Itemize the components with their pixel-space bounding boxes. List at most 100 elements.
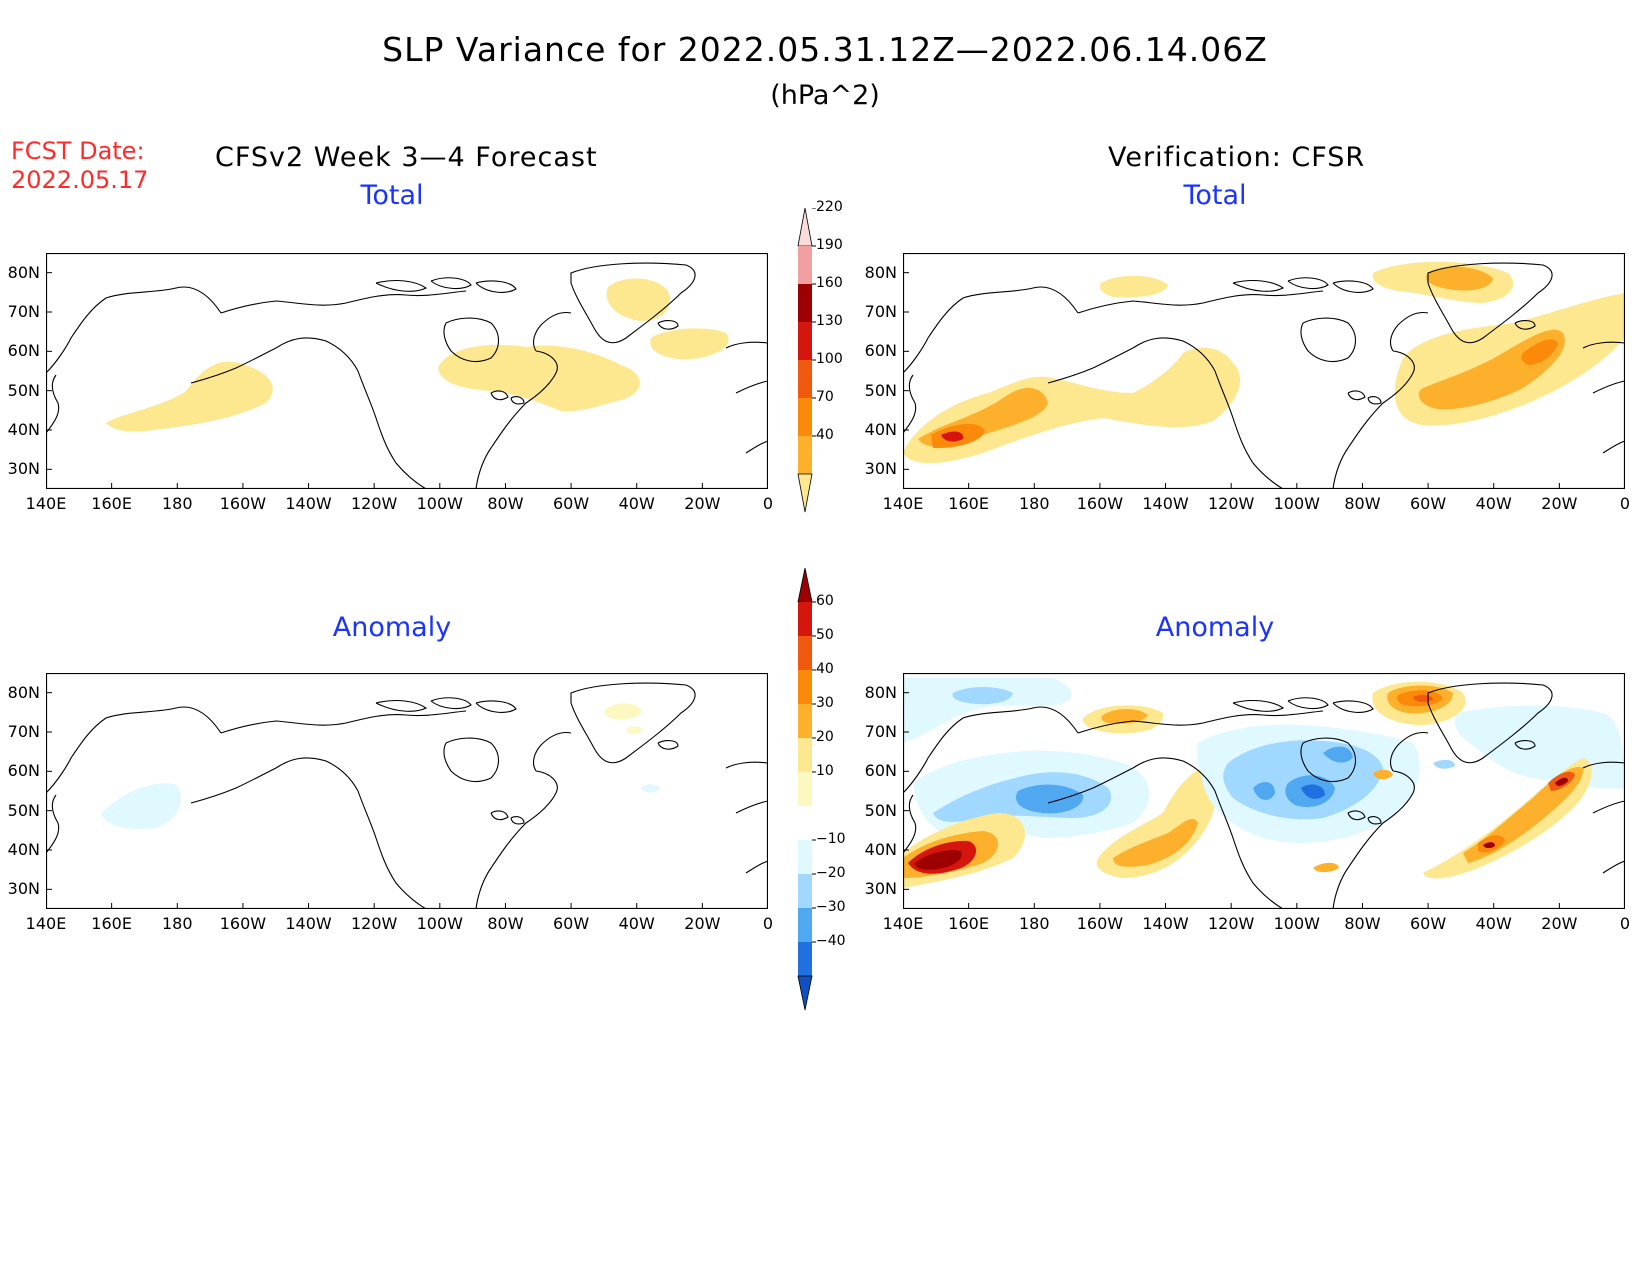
- lat-label: 80N: [7, 262, 40, 282]
- colorbar-level-label: 10: [816, 763, 834, 779]
- colorbar-swatch: [798, 806, 812, 840]
- colorbar-level-label: 60: [816, 593, 834, 609]
- lat-label: 40N: [7, 840, 40, 859]
- map-forecast-total: [46, 253, 768, 489]
- coastline: [657, 320, 679, 330]
- lon-label: 100W: [1273, 914, 1320, 933]
- map-forecast-anomaly: [46, 673, 768, 909]
- colorbar-level-label: 50: [816, 627, 834, 643]
- lon-label: 140E: [25, 914, 67, 933]
- lat-label: 80N: [864, 262, 897, 282]
- coastline: [1582, 761, 1625, 769]
- lon-label: 140E: [882, 914, 924, 933]
- coastline: [1300, 317, 1357, 363]
- colorbar-level-label: 190: [816, 237, 843, 253]
- colorbar-swatch: [798, 246, 812, 284]
- coastline: [1077, 710, 1324, 734]
- lat-label: 30N: [7, 459, 40, 479]
- lat-label: 80N: [7, 682, 40, 702]
- coastline: [46, 706, 222, 794]
- lat-label: 50N: [7, 380, 40, 400]
- lon-label: 160W: [219, 914, 267, 933]
- coastline: [430, 697, 472, 710]
- colorbar-swatch: [798, 908, 812, 942]
- coastline: [275, 337, 359, 372]
- colorbar-swatch: [798, 284, 812, 322]
- lat-label: 60N: [864, 761, 897, 781]
- coastline: [190, 347, 277, 384]
- lon-label: 160W: [1076, 914, 1124, 933]
- lon-label: 80W: [1344, 494, 1381, 513]
- lon-label: 40W: [1475, 494, 1512, 513]
- lon-label: 140W: [285, 914, 332, 933]
- lon-label: 140E: [25, 494, 67, 513]
- coastline: [1367, 396, 1382, 405]
- colorbar-swatch: [798, 942, 812, 976]
- lat-label: 60N: [7, 761, 40, 781]
- lon-label: 180: [161, 494, 193, 513]
- coastline: [903, 794, 917, 854]
- lon-label: 160E: [948, 494, 989, 513]
- lat-label: 30N: [7, 879, 40, 899]
- coastline: [1332, 770, 1415, 909]
- coastline: [1287, 697, 1329, 710]
- coastline: [1132, 337, 1216, 372]
- colorbar-swatch: [798, 704, 812, 738]
- coastline: [375, 279, 428, 292]
- coastline: [1077, 290, 1324, 314]
- coastline: [1367, 816, 1382, 825]
- coastline: [657, 740, 679, 750]
- coastline: [903, 374, 917, 434]
- lon-label: 180: [161, 914, 193, 933]
- colorbar-level-label: −10: [816, 831, 846, 847]
- lon-label: 160E: [91, 914, 132, 933]
- lon-label: 60W: [552, 494, 590, 513]
- coastline: [220, 710, 467, 734]
- forecast-header: CFSv2 Week 3—4 Forecast: [215, 142, 598, 173]
- coastline: [1287, 277, 1329, 290]
- panel-title-forecast-total: Total: [360, 180, 424, 211]
- lon-label: 20W: [1541, 914, 1578, 933]
- lon-label: 20W: [684, 914, 721, 933]
- coastline: [1514, 740, 1536, 750]
- lat-label: 70N: [7, 722, 40, 741]
- coastline: [46, 286, 222, 374]
- colorbar-level-label: 40: [816, 661, 834, 677]
- coastline: [430, 277, 472, 290]
- colorbar-swatch: [798, 772, 812, 806]
- lat-label: 80N: [864, 682, 897, 702]
- colorbar-swatch: [798, 602, 812, 636]
- coastline: [1300, 737, 1357, 783]
- lat-label: 50N: [864, 800, 897, 820]
- fcst-date-value: 2022.05.17: [11, 166, 149, 194]
- lon-label: 120W: [1207, 494, 1255, 513]
- coastline: [475, 280, 517, 293]
- panel-title-forecast-anomaly: Anomaly: [332, 612, 452, 643]
- coastline: [903, 706, 1079, 794]
- coastline: [1582, 341, 1625, 349]
- coastline: [1347, 390, 1366, 401]
- coastline: [1232, 699, 1285, 712]
- coastline: [532, 731, 572, 772]
- coastline: [570, 262, 696, 344]
- coastline: [1347, 810, 1366, 821]
- coastline: [725, 761, 768, 769]
- lon-label: 40W: [618, 494, 655, 513]
- coastline: [570, 682, 696, 764]
- coastline: [1602, 440, 1625, 454]
- lon-label: 80W: [487, 914, 524, 933]
- lon-label: 180: [1018, 914, 1050, 933]
- lon-label: 0: [762, 494, 774, 513]
- lon-label: 100W: [416, 914, 463, 933]
- coastline: [745, 860, 768, 874]
- coastline: [46, 374, 60, 434]
- colorbar-arrow-bottom: [797, 473, 813, 513]
- lon-label: 60W: [552, 914, 590, 933]
- lon-label: 40W: [1475, 914, 1512, 933]
- lon-label: 0: [1619, 914, 1631, 933]
- colorbar-level-label: 100: [816, 351, 843, 367]
- colorbar-level-label: 40: [816, 427, 834, 443]
- coastline: [1427, 262, 1553, 344]
- coastline: [1232, 279, 1285, 292]
- lon-label: 140W: [1142, 914, 1189, 933]
